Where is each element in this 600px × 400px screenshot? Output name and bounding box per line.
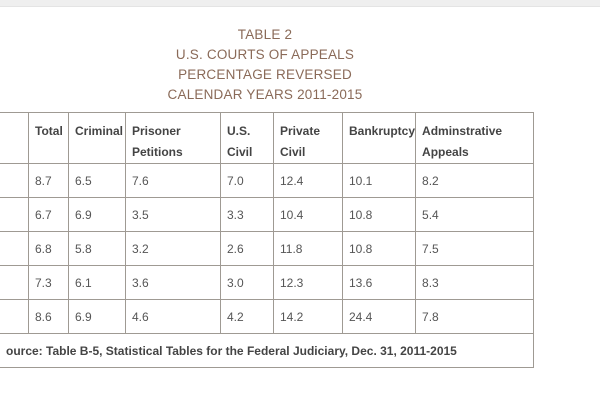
cell-criminal: 6.1 [68, 265, 126, 300]
row-year: 013 [0, 231, 29, 266]
source-note: ource: Table B-5, Statistical Tables for… [0, 333, 535, 368]
cell-prisoner-petitions: 3.2 [125, 231, 221, 266]
cell-prisoner-petitions: 4.6 [125, 299, 221, 334]
cell-private-civil: 10.4 [273, 197, 343, 232]
table-title: TABLE 2 U.S. COURTS OF APPEALS PERCENTAG… [0, 25, 530, 105]
table-row: 013 6.8 5.8 3.2 2.6 11.8 10.8 7.5 [0, 231, 535, 266]
cell-total: 8.7 [28, 163, 69, 198]
cell-criminal: 6.5 [68, 163, 126, 198]
header-private-civil: Private Civil [273, 112, 343, 164]
header-year [0, 112, 29, 164]
cell-us-civil: 3.3 [220, 197, 274, 232]
table-row: 015 8.6 6.9 4.6 4.2 14.2 24.4 7.8 [0, 299, 535, 334]
cell-private-civil: 12.4 [273, 163, 343, 198]
source-row: ource: Table B-5, Statistical Tables for… [0, 333, 535, 368]
title-line-table-number: TABLE 2 [237, 27, 293, 42]
cell-prisoner-petitions: 3.5 [125, 197, 221, 232]
cell-prisoner-petitions: 7.6 [125, 163, 221, 198]
table-header-row: Total Criminal Prisoner Petitions U.S. Civ… [0, 112, 535, 164]
browser-top-strip [0, 0, 600, 7]
cell-prisoner-petitions: 3.6 [125, 265, 221, 300]
cell-criminal: 6.9 [68, 299, 126, 334]
table-row: 011 8.7 6.5 7.6 7.0 12.4 10.1 8.2 [0, 163, 535, 198]
cell-us-civil: 2.6 [220, 231, 274, 266]
cell-criminal: 5.8 [68, 231, 126, 266]
table-row: 014 7.3 6.1 3.6 3.0 12.3 13.6 8.3 [0, 265, 535, 300]
row-year: 012 [0, 197, 29, 232]
table-row: 012 6.7 6.9 3.5 3.3 10.4 10.8 5.4 [0, 197, 535, 232]
cell-us-civil: 7.0 [220, 163, 274, 198]
header-total: Total [28, 112, 69, 164]
header-administrative-appeals: Adminstrative Appeals [415, 112, 535, 164]
header-prisoner-petitions: Prisoner Petitions [125, 112, 221, 164]
cell-private-civil: 11.8 [273, 231, 343, 266]
cell-private-civil: 14.2 [273, 299, 343, 334]
cell-total: 6.8 [28, 231, 69, 266]
cell-bankruptcy: 10.8 [341, 231, 417, 266]
cell-administrative-appeals: 7.5 [415, 231, 535, 266]
header-us-civil: U.S. Civil [220, 112, 274, 164]
cell-bankruptcy: 10.8 [341, 197, 417, 232]
header-bankruptcy: Bankruptcy [341, 112, 417, 164]
source-note-text: ource: Table B-5, Statistical Tables for… [6, 343, 457, 358]
cell-us-civil: 3.0 [220, 265, 274, 300]
cell-bankruptcy: 24.4 [341, 299, 417, 334]
cell-criminal: 6.9 [68, 197, 126, 232]
cell-private-civil: 12.3 [273, 265, 343, 300]
row-year: 015 [0, 299, 29, 334]
cell-total: 6.7 [28, 197, 69, 232]
cell-total: 8.6 [28, 299, 69, 334]
cell-administrative-appeals: 5.4 [415, 197, 535, 232]
title-line-measure: PERCENTAGE REVERSED [178, 67, 352, 82]
title-line-court: U.S. COURTS OF APPEALS [175, 47, 355, 62]
row-year: 011 [0, 163, 29, 198]
cell-administrative-appeals: 8.3 [415, 265, 535, 300]
cell-us-civil: 4.2 [220, 299, 274, 334]
cell-bankruptcy: 10.1 [341, 163, 417, 198]
cell-administrative-appeals: 8.2 [415, 163, 535, 198]
cell-administrative-appeals: 7.8 [415, 299, 535, 334]
row-year: 014 [0, 265, 29, 300]
reversal-rate-table: Total Criminal Prisoner Petitions U.S. Civ… [0, 112, 535, 368]
header-criminal: Criminal [68, 112, 126, 164]
cell-bankruptcy: 13.6 [341, 265, 417, 300]
title-line-years: CALENDAR YEARS 2011-2015 [167, 87, 363, 102]
cell-total: 7.3 [28, 265, 69, 300]
